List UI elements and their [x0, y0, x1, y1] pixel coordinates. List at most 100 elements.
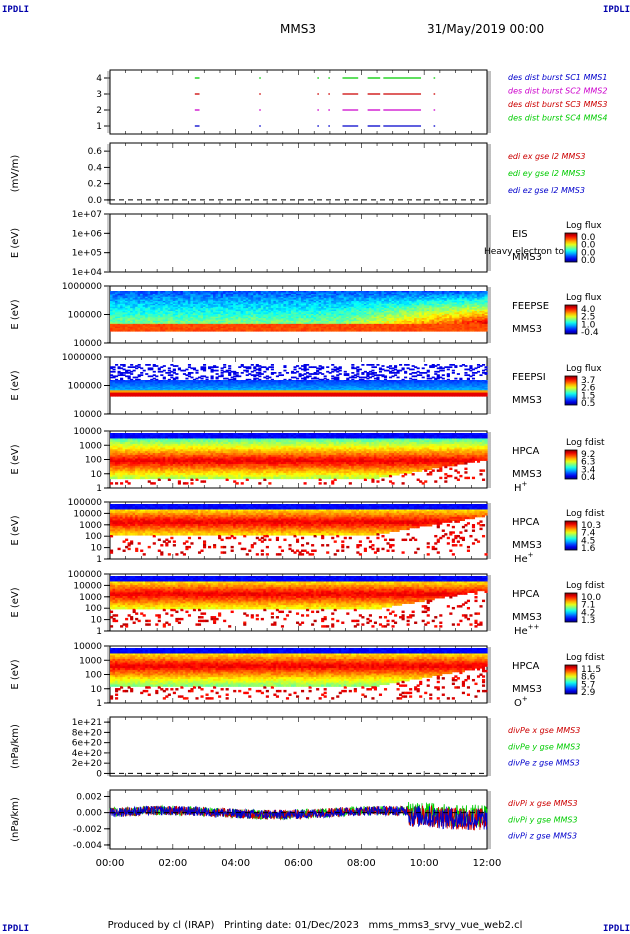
spacecraft-title: MMS3: [280, 22, 316, 36]
hpca_hepp-spacecraft-label: MMS3: [512, 612, 542, 623]
hpca_he-colorbar-tick: 7.4: [581, 529, 596, 539]
footer-produced-by: Produced by cl (IRAP): [108, 920, 215, 931]
feepsi-y-tick-label: 1000000: [62, 353, 102, 363]
hpca_o-colorbar-tick: 11.5: [581, 665, 601, 675]
divpe-y-label: (nPa/km): [10, 724, 21, 769]
hpca_o-y-tick-label: 1000: [79, 656, 102, 666]
feepse-colorbar: [564, 304, 578, 335]
edi-legend-3: edi ez gse l2 MMS3: [508, 186, 585, 195]
feepsi-y-tick-label: 10000: [73, 410, 102, 420]
footer: Produced by cl (IRAP) Printing date: 01/…: [0, 920, 630, 931]
time-axis-label: 10:00: [410, 858, 439, 869]
feepse-y-tick-label: 1000000: [62, 282, 102, 292]
hpca_o-spectrogram: [110, 648, 488, 700]
hpca_o-y-tick-label: 10: [91, 685, 103, 695]
eis-colorbar-title: Log flux: [566, 221, 602, 231]
feepse-y-tick-label: 100000: [68, 311, 103, 321]
eis-overlay-text: Heavy electron to: [484, 247, 564, 257]
eis-y-tick-label: 1e+06: [72, 229, 103, 239]
feepsi-colorbar-title: Log flux: [566, 364, 602, 374]
divpe-y-tick-label: 1e+21: [72, 718, 102, 728]
eis-spacecraft-label: MMS3: [512, 252, 542, 263]
hpca_hepp-y-tick-label: 100000: [68, 570, 103, 580]
hpca_he-y-tick-label: 100: [85, 532, 102, 542]
hpca_o-colorbar-tick: 5.7: [581, 680, 595, 690]
hpca_he-colorbar-title: Log fdist: [566, 509, 605, 519]
time-axis-label: 00:00: [96, 858, 125, 869]
hpca_h-colorbar: [564, 449, 578, 480]
burst-y-tick-label: 4: [96, 74, 102, 84]
edi-y-tick-label: 0.6: [88, 147, 103, 157]
eis-y-label: E (eV): [10, 228, 21, 258]
time-axis-label: 04:00: [221, 858, 250, 869]
burst-y-tick-label: 3: [96, 90, 102, 100]
datetime-title: 31/May/2019 00:00: [427, 22, 544, 36]
feepse-y-tick-label: 10000: [73, 339, 102, 349]
feepse-colorbar-tick: 4.0: [581, 305, 596, 315]
hpca_h-colorbar-tick: 6.3: [581, 458, 595, 468]
footer-printing-date: Printing date: 01/Dec/2023: [224, 920, 359, 931]
hpca_he-spacecraft-label: MMS3: [512, 540, 542, 551]
divpe-y-tick-label: 8e+20: [72, 728, 103, 738]
hpca_h-colorbar-tick: 9.2: [581, 450, 595, 460]
eis-frame: [109, 213, 488, 273]
burst-legend-1: des dist burst SC1 MMS1: [508, 73, 607, 82]
feepse-instrument-label: FEEPSE: [512, 301, 549, 312]
hpca_hepp-y-tick-label: 10: [91, 616, 103, 626]
divpi-legend-1: divPi x gse MMS3: [508, 799, 578, 808]
divpe-y-tick-label: 6e+20: [72, 739, 103, 749]
divpi-y-tick-label: 0.002: [76, 792, 102, 802]
feepse-colorbar-tick: 1.0: [581, 320, 596, 330]
burst-y-tick-label: 1: [96, 122, 102, 132]
eis-colorbar-tick: 0.0: [581, 233, 596, 243]
hpca_hepp-colorbar: [564, 592, 578, 623]
divpe-y-tick-label: 2e+20: [72, 759, 103, 769]
hpca_hepp-species-label: He++: [514, 623, 540, 637]
hpca_o-colorbar-title: Log fdist: [566, 653, 605, 663]
hpca_hepp-colorbar-title: Log fdist: [566, 581, 605, 591]
hpca_o-colorbar-tick: 8.6: [581, 673, 596, 683]
eis-colorbar: [564, 232, 578, 263]
hpca_he-colorbar-tick: 4.5: [581, 536, 595, 546]
hpca_hepp-y-tick-label: 100: [85, 604, 102, 614]
divpe-legend-2: divPe y gse MMS3: [508, 742, 580, 751]
hpca_hepp-y-tick-label: 10000: [73, 581, 102, 591]
eis-colorbar-tick: 0.0: [581, 248, 596, 258]
corner-label-top-right: IPDLI: [603, 5, 630, 15]
hpca_hepp-colorbar-tick: 4.2: [581, 608, 595, 618]
footer-file: mms_mms3_srvy_vue_web2.cl: [369, 920, 523, 931]
hpca_he-instrument-label: HPCA: [512, 517, 540, 528]
divpe-y-tick-label: 4e+20: [72, 749, 103, 759]
time-axis-label: 02:00: [158, 858, 187, 869]
feepsi-colorbar-tick: 0.5: [581, 399, 595, 409]
hpca_o-spacecraft-label: MMS3: [512, 684, 542, 695]
edi-y-tick-label: 0.0: [88, 196, 103, 206]
feepsi-spectrogram: [110, 364, 488, 397]
multi-panel-figure: 1 2 3 4 des dist burst SC1 MMS1 des dist burs…: [10, 69, 607, 869]
divpe-y-tick-label: 0: [96, 769, 102, 779]
hpca_h-species-label: H+: [514, 480, 528, 494]
hpca_h-y-label: E (eV): [10, 444, 21, 474]
edi-y-tick-label: 0.4: [88, 163, 103, 173]
divpi-legend-3: divPi z gse MMS3: [508, 832, 577, 841]
hpca_o-y-tick-label: 1: [96, 699, 102, 709]
divpi-y-tick-label: -0.004: [73, 841, 102, 851]
feepse-spacecraft-label: MMS3: [512, 324, 542, 335]
hpca_he-y-tick-label: 10: [91, 544, 103, 554]
feepse-colorbar-tick: 2.5: [581, 313, 595, 323]
hpca_hepp-y-tick-label: 1000: [79, 593, 102, 603]
hpca_h-spacecraft-label: MMS3: [512, 469, 542, 480]
hpca_hepp-colorbar-tick: 10.0: [581, 593, 601, 603]
feepse-colorbar-title: Log flux: [566, 293, 602, 303]
hpca_hepp-colorbar-tick: 7.1: [581, 601, 595, 611]
hpca_he-colorbar-tick: 10.3: [581, 521, 601, 531]
edi-y-tick-label: 0.2: [88, 180, 102, 190]
hpca_h-y-tick-label: 10: [91, 470, 103, 480]
hpca_hepp-spectrogram: [110, 576, 488, 628]
eis-y-tick-label: 1e+07: [72, 210, 102, 220]
divpe-legend-3: divPe z gse MMS3: [508, 759, 580, 768]
burst-legend-2: des dist burst SC2 MMS2: [508, 87, 607, 96]
hpca_h-colorbar-tick: 3.4: [581, 465, 596, 475]
hpca_he-y-tick-label: 1000: [79, 521, 102, 531]
feepsi-colorbar-tick: 3.7: [581, 376, 595, 386]
